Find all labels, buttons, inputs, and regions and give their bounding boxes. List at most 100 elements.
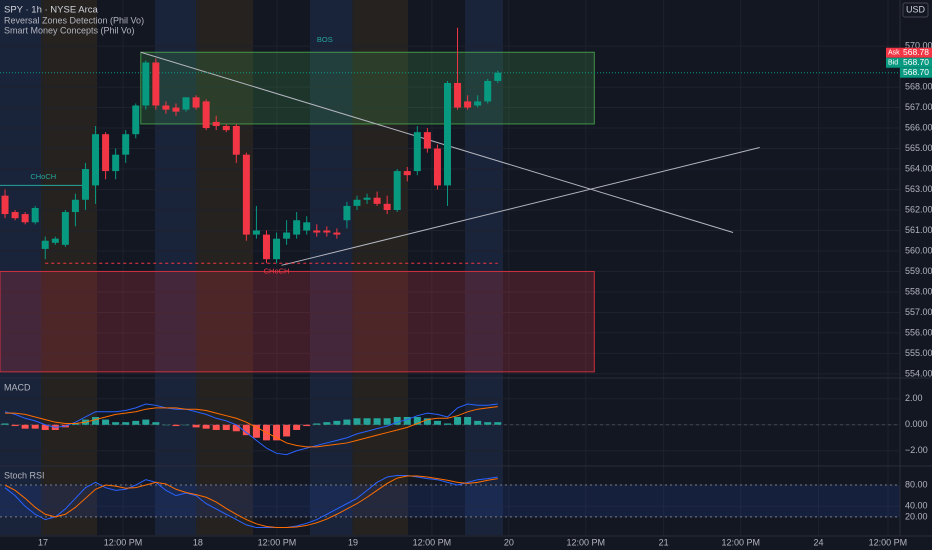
session-band [352,0,408,535]
histogram-bar [252,424,260,438]
x-tick-label: 12:00 PM [104,537,143,547]
histogram-bar [132,420,140,425]
histogram-bar [112,422,120,425]
candle-body [21,214,29,223]
histogram-bar [383,418,391,425]
candle-body [11,212,19,219]
candle-body [273,238,281,260]
y-tick-label: 564.00 [905,163,932,173]
candle-body [232,126,240,155]
session-band [41,0,97,535]
y-tick-label: 565.00 [905,143,932,153]
x-tick-label: 20 [504,537,514,547]
x-tick-label: 12:00 PM [721,537,760,547]
candle-body [443,82,451,186]
histogram-bar [242,424,250,436]
candle-body [433,148,441,186]
histogram-bar [1,423,9,425]
session-band [155,0,196,535]
candle-body [61,212,69,245]
histogram-bar [11,424,19,427]
candle-body [1,195,9,215]
candle-body [464,101,472,108]
price-box-tag [886,57,900,68]
price-box-name: Ask [888,50,900,57]
y-tick-label: 560.00 [905,245,932,255]
candle-body [152,62,160,106]
histogram-bar [484,422,492,425]
histogram-bar [172,424,180,427]
candle-body [31,207,39,223]
histogram-bar [202,424,210,429]
candle-body [393,171,401,210]
candle-body [323,230,331,233]
candle-body [122,134,130,155]
histogram-bar [423,418,431,425]
y-tick-label: 557.00 [905,307,932,317]
y-tick-label: 566.00 [905,122,932,132]
histogram-bar [192,424,200,428]
layer-bg [0,0,503,535]
candle-body [283,232,291,239]
x-tick-label: 12:00 PM [869,537,908,547]
y-tick-label: 567.00 [905,102,932,112]
candle-body [202,101,210,129]
candle-body [303,222,311,231]
histogram-bar [273,424,281,441]
zone [140,51,595,125]
y-tick-label: 40.00 [905,501,928,511]
candle-body [192,97,200,108]
signal-line [5,406,498,448]
histogram-bar [182,424,190,426]
histogram-bar [313,423,321,425]
x-tick-label: 19 [348,537,358,547]
y-tick-label: 555.00 [905,348,932,358]
candle-body [373,197,381,204]
trend-line [281,147,760,266]
x-tick-label: 24 [814,537,824,547]
histogram-bar [222,424,230,430]
candle-body [454,82,462,108]
histogram-bar [142,419,150,425]
candle-body [112,154,120,172]
candle-body [162,105,170,110]
y-tick-label: 554.00 [905,368,932,378]
histogram-bar [122,422,130,425]
histogram-bar [464,416,472,425]
histogram-bar [212,424,220,430]
y-tick-label: 562.00 [905,204,932,214]
candle-body [494,72,502,81]
annotation: BOS [317,35,333,44]
candle-body [182,97,190,110]
histogram-bar [433,420,441,425]
price-box [900,57,932,68]
candle-body [41,240,49,249]
indicator: Smart Money Concepts (Phil Vo) [4,25,135,35]
histogram-bar [303,424,311,427]
session-band [465,0,503,535]
zone [0,270,595,373]
price-box-label: 568.70 [903,57,929,67]
y-tick-label: 558.00 [905,286,932,296]
layer-marks [1,27,502,529]
y-tick-label: 559.00 [905,266,932,276]
candle-body [313,230,321,233]
histogram-bar [162,424,170,426]
annotation: CHoCH [264,266,290,275]
histogram-bar [31,424,39,429]
panel-title: Stoch RSI [4,470,45,480]
candle-body [262,234,270,260]
y-tick-label: 20.00 [905,511,928,521]
histogram-bar [323,422,331,425]
histogram-bar [373,418,381,425]
annotation: CHoCH [30,172,56,181]
y-tick-label: 563.00 [905,184,932,194]
macd-line [4,403,498,456]
candle-body [102,134,110,172]
candle-body [474,101,482,106]
y-tick-label: 2.00 [905,393,923,403]
session-band [0,0,41,535]
candle-body [212,121,220,126]
